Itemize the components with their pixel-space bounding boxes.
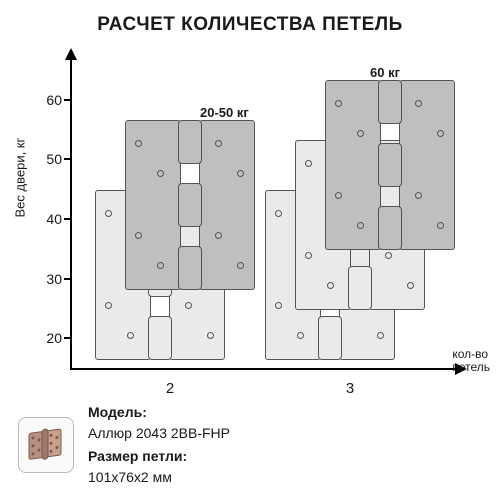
- footer-text: Модель: Аллюр 2043 2BB-FHP Размер петли:…: [88, 402, 230, 488]
- footer: Модель: Аллюр 2043 2BB-FHP Размер петли:…: [18, 402, 482, 488]
- page-title: РАСЧЕТ КОЛИЧЕСТВА ПЕТЕЛЬ: [0, 0, 500, 36]
- x-axis-title: кол-во петель: [452, 348, 490, 374]
- hinge-icon: [25, 424, 67, 466]
- y-axis-title: Вес двери, кг: [13, 138, 28, 218]
- hinge-graphic: [325, 80, 455, 250]
- chart-area: 203040506023 20-50 кг60 кг: [70, 50, 470, 380]
- y-tick-label: 30: [40, 271, 62, 287]
- size-label: Размер петли:: [88, 448, 187, 464]
- y-tick-label: 40: [40, 211, 62, 227]
- y-tick: [64, 99, 72, 101]
- product-thumbnail: [18, 417, 74, 473]
- model-value: Аллюр 2043 2BB-FHP: [88, 425, 230, 441]
- y-tick-label: 20: [40, 330, 62, 346]
- y-tick-label: 50: [40, 151, 62, 167]
- x-tick-label: 2: [166, 380, 174, 397]
- chart-annotation: 20-50 кг: [200, 105, 249, 120]
- hinge-graphic: [125, 120, 255, 290]
- y-tick-label: 60: [40, 92, 62, 108]
- y-tick: [64, 218, 72, 220]
- chart-annotation: 60 кг: [370, 65, 400, 80]
- y-tick: [64, 337, 72, 339]
- y-tick: [64, 278, 72, 280]
- y-tick: [64, 158, 72, 160]
- model-label: Модель:: [88, 404, 147, 420]
- x-tick-label: 3: [346, 380, 354, 397]
- size-value: 101х76х2 мм: [88, 469, 172, 485]
- x-axis: [70, 368, 465, 370]
